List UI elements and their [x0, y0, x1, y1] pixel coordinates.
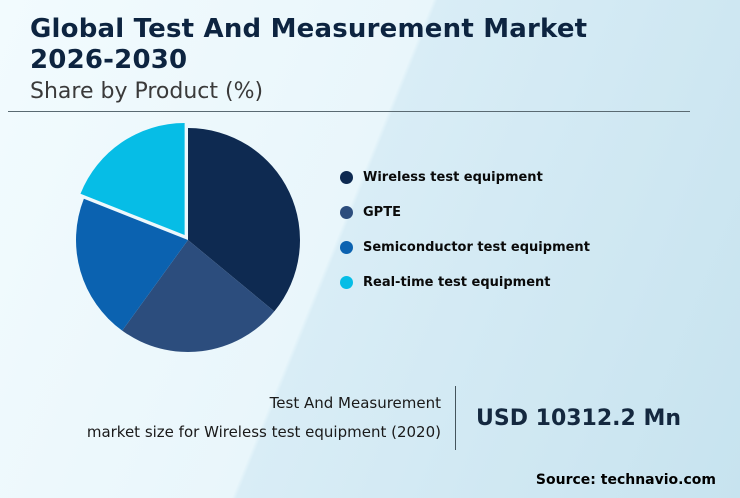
- legend-swatch-wireless: [340, 171, 353, 184]
- callout-divider: [455, 386, 456, 450]
- callout-description: Test And Measurement market size for Wir…: [30, 389, 455, 447]
- pie-slice-4: [80, 123, 185, 236]
- legend-label-semiconductor: Semiconductor test equipment: [363, 240, 590, 255]
- chart-legend: Wireless test equipment GPTE Semiconduct…: [340, 170, 590, 290]
- pie-slice-2: [122, 240, 275, 352]
- legend-label-wireless: Wireless test equipment: [363, 170, 543, 185]
- legend-label-gpte: GPTE: [363, 205, 401, 220]
- legend-item-semiconductor: Semiconductor test equipment: [340, 240, 590, 255]
- market-size-callout: Test And Measurement market size for Wir…: [30, 386, 681, 450]
- header: Global Test And Measurement Market 2026-…: [30, 14, 690, 106]
- legend-label-realtime: Real-time test equipment: [363, 275, 551, 290]
- legend-item-wireless: Wireless test equipment: [340, 170, 590, 185]
- page-title-line2: 2026-2030: [30, 45, 188, 75]
- pie-slice-3: [76, 198, 188, 331]
- legend-item-realtime: Real-time test equipment: [340, 275, 590, 290]
- legend-item-gpte: GPTE: [340, 205, 590, 220]
- legend-swatch-gpte: [340, 206, 353, 219]
- legend-swatch-semiconductor: [340, 241, 353, 254]
- page-subtitle: Share by Product (%): [30, 79, 264, 104]
- header-divider: [8, 111, 690, 112]
- pie-slice-1: [188, 128, 301, 312]
- source-attribution: Source: technavio.com: [535, 472, 716, 488]
- legend-swatch-realtime: [340, 276, 353, 289]
- pie-chart-svg: [76, 123, 301, 352]
- page-title-line1: Global Test And Measurement Market: [30, 14, 588, 44]
- callout-description-line1: Test And Measurement: [269, 394, 441, 412]
- callout-description-line2: market size for Wireless test equipment …: [86, 423, 441, 441]
- pie-chart: [68, 120, 308, 360]
- market-size-value: USD 10312.2 Mn: [476, 405, 682, 431]
